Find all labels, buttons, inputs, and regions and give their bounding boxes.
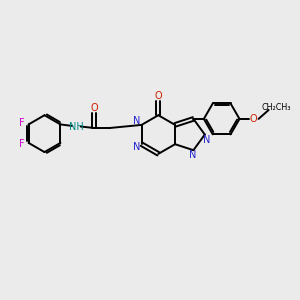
Text: N: N — [189, 150, 196, 160]
Text: F: F — [19, 118, 25, 128]
Text: N: N — [134, 116, 141, 126]
Text: O: O — [154, 91, 162, 101]
Text: N: N — [202, 135, 210, 145]
Text: O: O — [250, 114, 258, 124]
Text: NH: NH — [68, 122, 83, 131]
Text: N: N — [134, 142, 141, 152]
Text: O: O — [91, 103, 98, 113]
Text: CH₂CH₃: CH₂CH₃ — [261, 103, 290, 112]
Text: F: F — [19, 140, 25, 149]
